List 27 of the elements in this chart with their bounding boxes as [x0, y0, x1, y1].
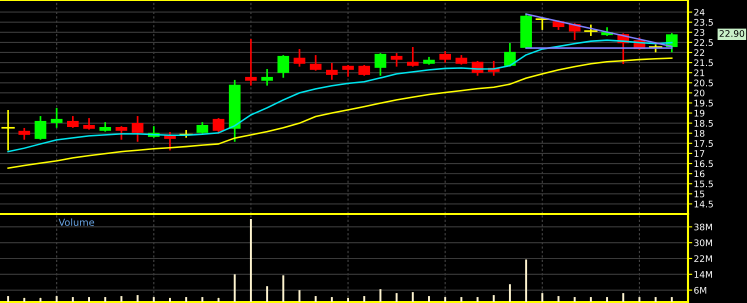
y-tick-label: 23.5 — [694, 18, 713, 26]
y-tick-label: 22.5 — [694, 39, 713, 46]
y-tick-label: 16 — [694, 170, 704, 178]
y-tick-label: 22M — [694, 255, 712, 262]
y-tick-label: 21 — [694, 69, 704, 76]
y-tick-label: 20 — [694, 90, 704, 96]
y-tick-label: 19.5 — [694, 100, 713, 107]
y-tick-label: 38M — [694, 224, 712, 230]
y-tick-label: 17 — [694, 150, 704, 157]
y-tick-label: 18.5 — [694, 120, 713, 127]
annotation: Volume — [58, 218, 94, 226]
y-tick-label: 17.5 — [694, 140, 713, 147]
y-tick-label: 6M — [694, 286, 706, 294]
y-tick-label: 24 — [694, 8, 705, 16]
y-tick-label: 15.5 — [694, 180, 713, 188]
y-tick-label: 23 — [694, 29, 704, 36]
y-tick-label: 15 — [694, 190, 704, 198]
y-tick-label: 30M — [694, 239, 712, 246]
y-tick-label: 18 — [694, 130, 704, 137]
text: 22.90 — [720, 30, 744, 37]
y-tick-label: 19 — [694, 110, 704, 117]
y-tick-label: 20.5 — [694, 80, 713, 86]
y-tick-label: 21.5 — [694, 59, 713, 66]
y-tick-label: 22 — [694, 49, 704, 56]
y-tick-label: 16.5 — [694, 160, 713, 168]
y-tick-label: 14M — [694, 271, 712, 278]
y-tick-label: 14.5 — [694, 200, 713, 208]
